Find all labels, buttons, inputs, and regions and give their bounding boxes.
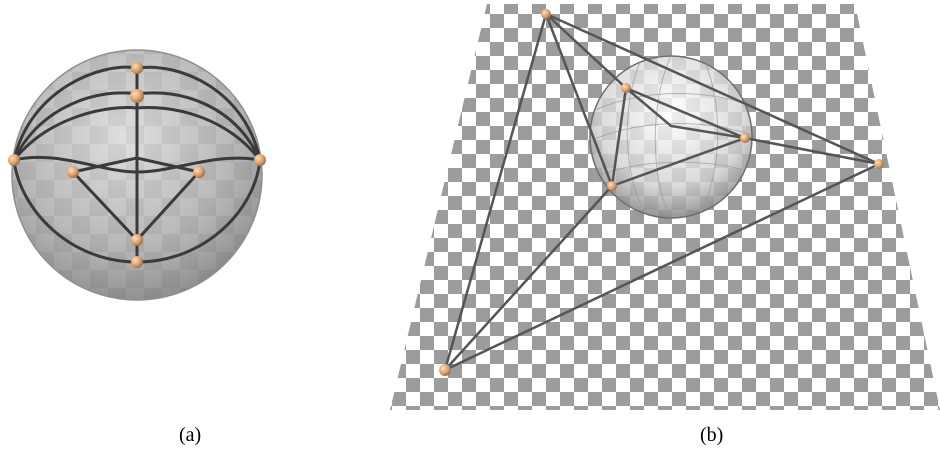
vertex: [8, 154, 20, 166]
caption-a: (a): [179, 424, 202, 446]
sphere-b: [589, 55, 753, 219]
vertex: [439, 364, 451, 376]
sphere-a: [11, 49, 263, 301]
vertex: [131, 256, 143, 268]
vertex: [131, 62, 143, 74]
vertex: [621, 83, 631, 93]
vertex: [607, 181, 617, 191]
vertex: [740, 133, 750, 143]
vertex: [131, 234, 143, 246]
vertex: [874, 159, 884, 169]
vertex: [67, 166, 79, 178]
panel-b: [390, 4, 940, 410]
panel-a: [8, 49, 266, 301]
vertex: [541, 9, 551, 19]
vertex: [193, 166, 205, 178]
vertex: [130, 89, 144, 103]
vertices-a: [8, 62, 266, 268]
vertices-b: [439, 9, 884, 376]
edges-b: [443, 12, 880, 372]
vertex: [254, 154, 266, 166]
caption-b: (b): [700, 424, 724, 446]
